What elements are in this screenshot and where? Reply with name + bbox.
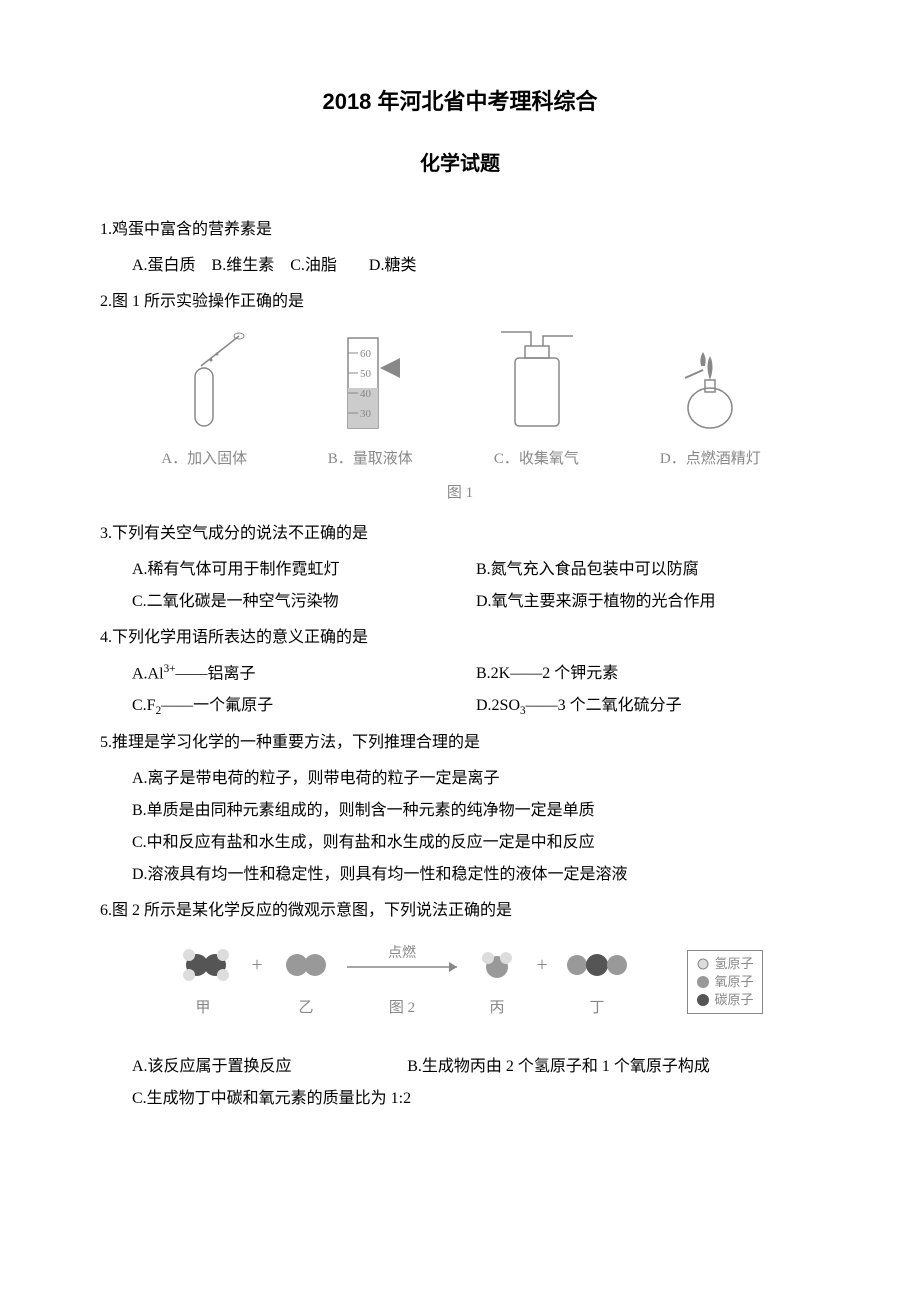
figure-1-caption: 图 1 [100, 478, 820, 508]
figure-2-legend: 氢原子 氧原子 碳原子 [687, 950, 762, 1015]
svg-text:点燃: 点燃 [388, 944, 416, 961]
q6-opt-a: A.该反应属于置换反应 [132, 1051, 407, 1083]
question-4-stem: 4.下列化学用语所表达的意义正确的是 [100, 622, 820, 654]
question-1-options: A.蛋白质 B.维生素 C.油脂 D.糖类 [100, 250, 820, 282]
q3-opt-c: C.二氧化碳是一种空气污染物 [132, 586, 476, 618]
svg-text:乙: 乙 [299, 1000, 314, 1016]
figure-1-c-label: C．收集氧气 [494, 444, 579, 474]
figure-1-b-label: B．量取液体 [328, 444, 413, 474]
question-4-options: A.Al3+——铝离子 B.2K——2 个钾元素 C.F2——一个氟原子 D.2… [100, 658, 820, 723]
legend-h: 氢原子 [714, 955, 753, 973]
question-1-stem: 1.鸡蛋中富含的营养素是 [100, 214, 820, 246]
q5-opt-b: B.单质是由同种元素组成的，则制含一种元素的纯净物一定是单质 [132, 795, 820, 827]
q4-opt-d: D.2SO3——3 个二氧化硫分子 [476, 690, 820, 723]
question-2-stem: 2.图 1 所示实验操作正确的是 [100, 286, 820, 318]
svg-text:40: 40 [360, 388, 372, 400]
q5-opt-d: D.溶液具有均一性和稳定性，则具有均一性和稳定性的液体一定是溶液 [132, 859, 820, 891]
gas-bottle-icon [491, 328, 581, 438]
q3-opt-a: A.稀有气体可用于制作霓虹灯 [132, 554, 476, 586]
sub-title: 化学试题 [100, 144, 820, 184]
q4-opt-c: C.F2——一个氟原子 [132, 690, 476, 723]
svg-text:+: + [252, 954, 263, 976]
figure-1-row: A．加入固体 60 50 40 30 B．量取液体 C．收集氧气 [100, 328, 820, 474]
q4-opt-a: A.Al3+——铝离子 [132, 658, 476, 690]
figure-1-a-label: A．加入固体 [161, 444, 247, 474]
question-6-stem: 6.图 2 所示是某化学反应的微观示意图，下列说法正确的是 [100, 895, 820, 927]
q5-opt-c: C.中和反应有盐和水生成，则有盐和水生成的反应一定是中和反应 [132, 827, 820, 859]
q3-opt-b: B.氮气充入食品包装中可以防腐 [476, 554, 820, 586]
main-title: 2018 年河北省中考理科综合 [100, 80, 820, 124]
question-5-stem: 5.推理是学习化学的一种重要方法，下列推理合理的是 [100, 727, 820, 759]
figure-1-a: A．加入固体 [159, 328, 249, 474]
question-5-options: A.离子是带电荷的粒子，则带电荷的粒子一定是离子 B.单质是由同种元素组成的，则… [100, 763, 820, 891]
svg-text:50: 50 [360, 368, 372, 380]
svg-text:30: 30 [360, 408, 372, 420]
q6-opt-b: B.生成物丙由 2 个氢原子和 1 个氧原子构成 [407, 1051, 820, 1083]
test-tube-icon [159, 328, 249, 438]
svg-text:甲: 甲 [196, 1000, 211, 1016]
svg-text:60: 60 [360, 348, 372, 360]
svg-text:图 2: 图 2 [389, 999, 415, 1016]
q4-opt-b: B.2K——2 个钾元素 [476, 658, 820, 690]
svg-text:丁: 丁 [590, 1000, 605, 1016]
cylinder-icon: 60 50 40 30 [330, 328, 410, 438]
figure-2-row: 甲 + 乙 点燃 图 2 丙 + 丁 氢原子 氧原子 碳原子 [100, 937, 820, 1027]
figure-1-d: D．点燃酒精灯 [660, 328, 761, 474]
q3-opt-d: D.氧气主要来源于植物的光合作用 [476, 586, 820, 618]
svg-text:+: + [537, 954, 548, 976]
legend-c: 碳原子 [714, 991, 753, 1009]
svg-text:丙: 丙 [490, 1000, 505, 1016]
q6-opt-c: C.生成物丁中碳和氧元素的质量比为 1:2 [132, 1083, 820, 1115]
question-3-stem: 3.下列有关空气成分的说法不正确的是 [100, 518, 820, 550]
question-3-options: A.稀有气体可用于制作霓虹灯 B.氮气充入食品包装中可以防腐 C.二氧化碳是一种… [100, 554, 820, 618]
alcohol-lamp-icon [675, 328, 745, 438]
legend-o: 氧原子 [714, 973, 753, 991]
question-6-options: A.该反应属于置换反应 B.生成物丙由 2 个氢原子和 1 个氧原子构成 C.生… [100, 1051, 820, 1115]
figure-1-d-label: D．点燃酒精灯 [660, 444, 761, 474]
figure-1-c: C．收集氧气 [491, 328, 581, 474]
figure-1-b: 60 50 40 30 B．量取液体 [328, 328, 413, 474]
q5-opt-a: A.离子是带电荷的粒子，则带电荷的粒子一定是离子 [132, 763, 820, 795]
reaction-diagram-icon: 甲 + 乙 点燃 图 2 丙 + 丁 [157, 937, 677, 1027]
